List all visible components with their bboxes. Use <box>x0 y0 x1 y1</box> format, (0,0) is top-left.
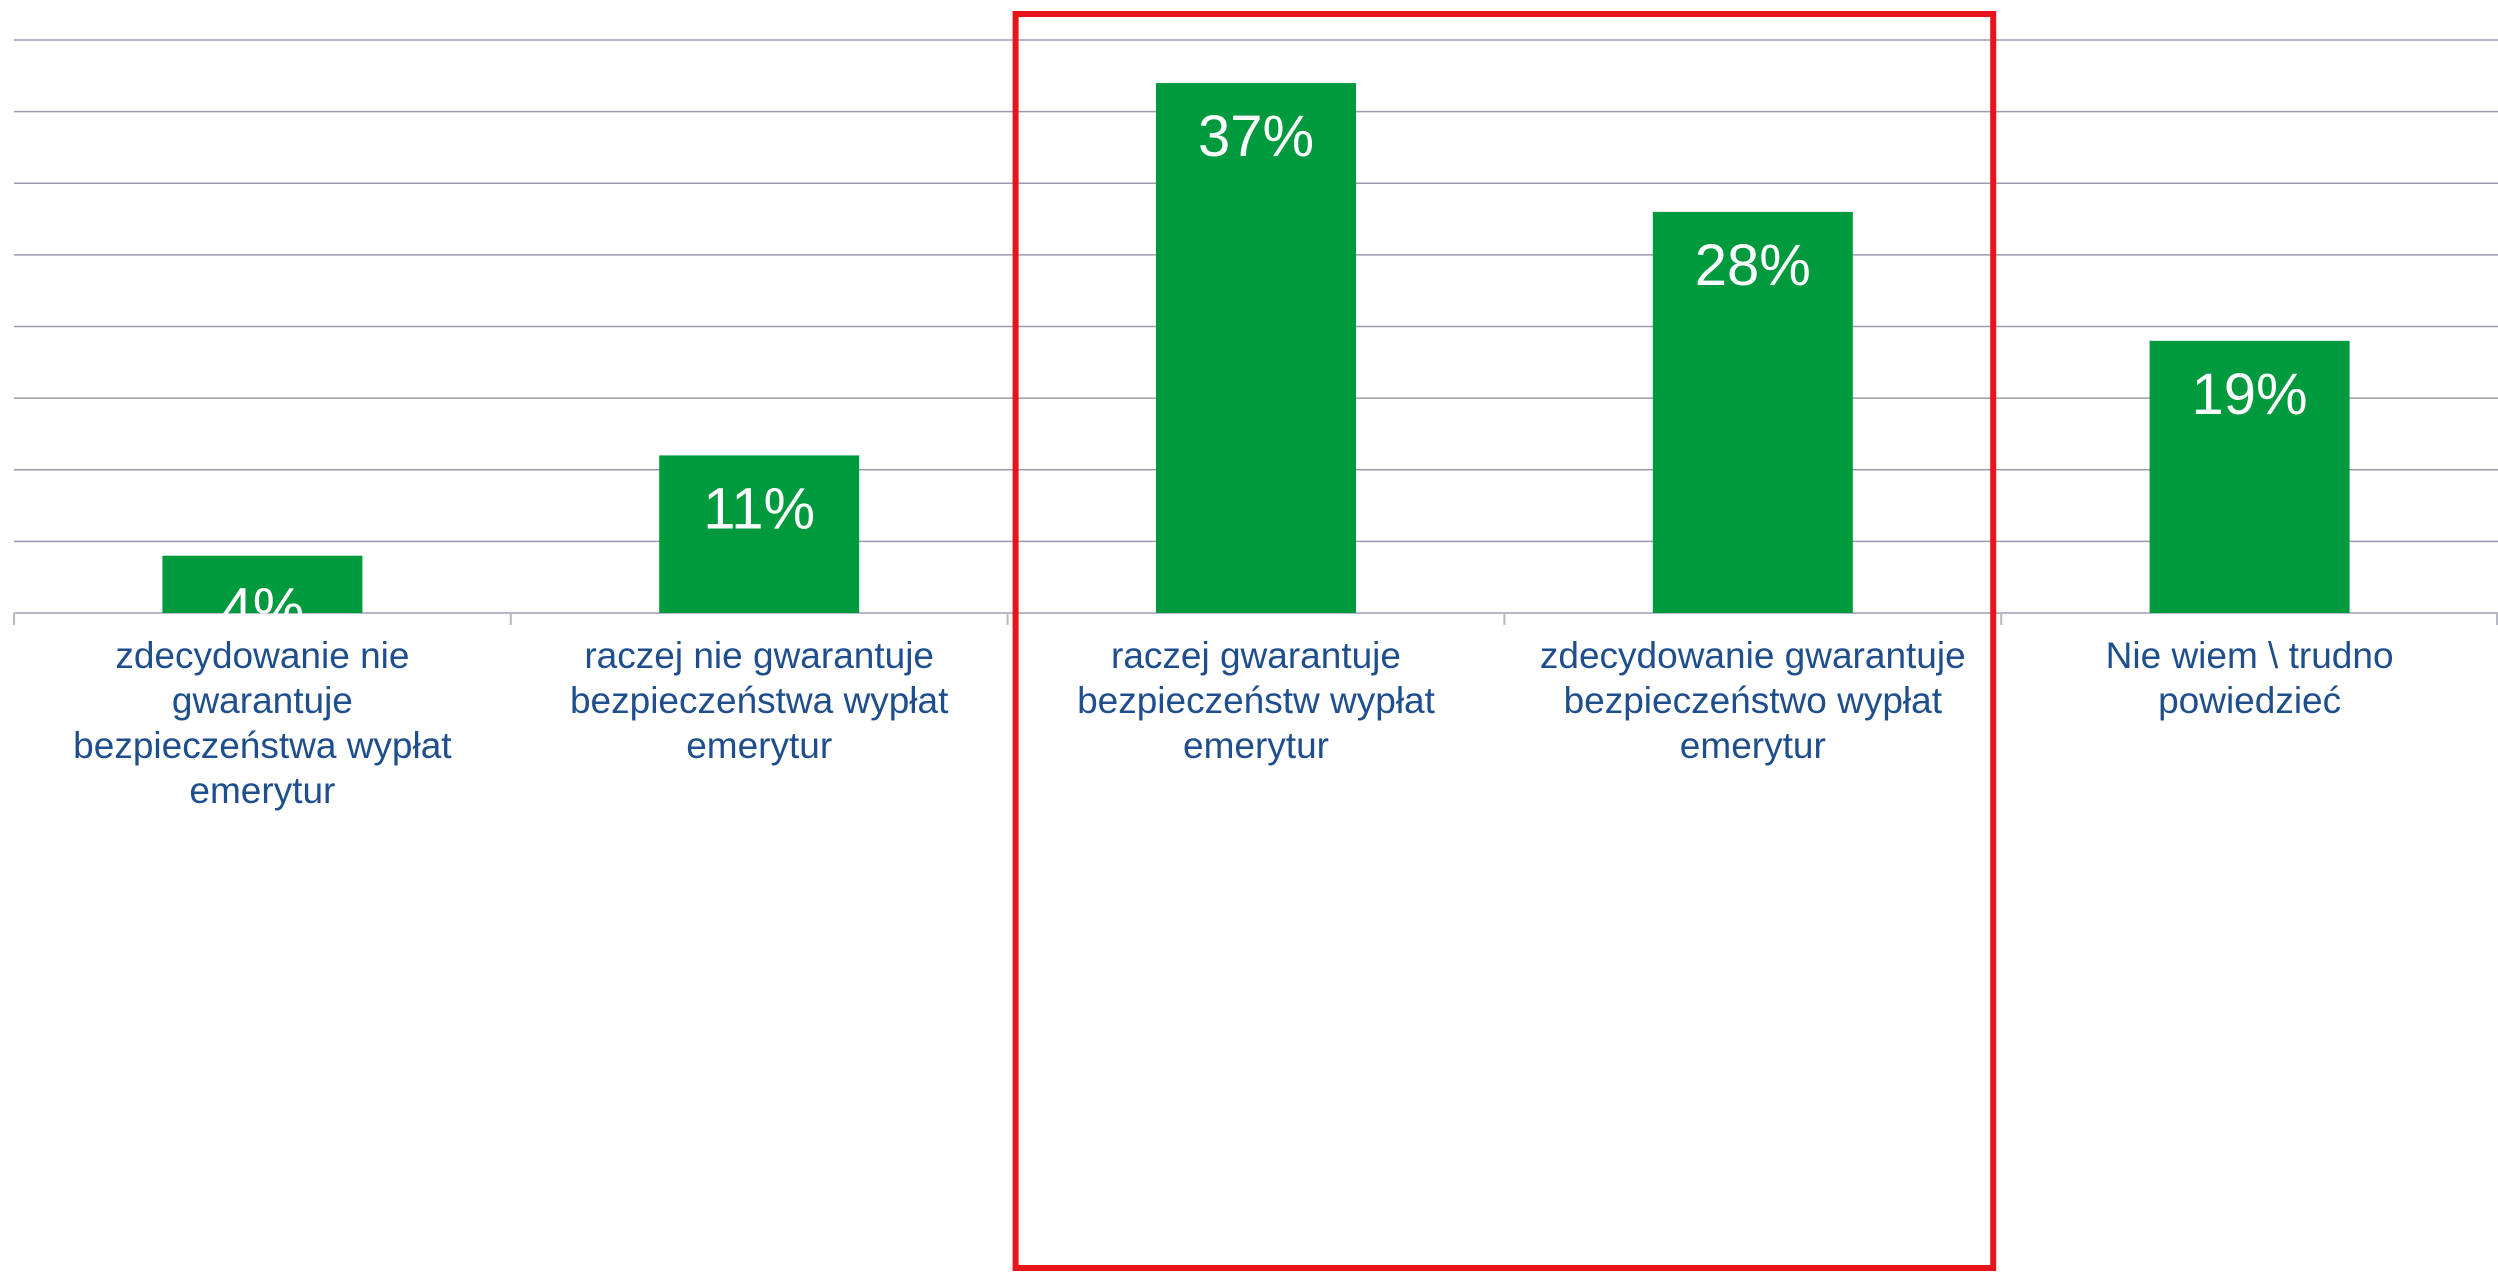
bar-1 <box>162 555 363 613</box>
bar-value-label-1: 4% <box>220 577 304 642</box>
x-tick-label-5: Nie wiem \ trudno powiedzieć <box>2105 635 2394 721</box>
x-tick-label-2: raczej nie gwarantuje bezpieczeństwa wyp… <box>569 635 949 766</box>
x-tick-label-4: zdecydowanie gwarantuje bezpieczeństwo w… <box>1539 635 1966 766</box>
bar-3 <box>1156 82 1356 614</box>
bar-4 <box>1652 211 1853 613</box>
bar-2 <box>659 455 860 613</box>
x-tick-label-3: raczej gwarantuje bezpieczeństw wypłat e… <box>1077 635 1435 766</box>
highlight-box <box>1012 11 1997 1271</box>
bar-5 <box>2149 340 2350 613</box>
bar-value-label-5: 19% <box>2192 362 2308 427</box>
x-tick-label-1: zdecydowanie nie gwarantuje bezpieczeńst… <box>73 635 452 811</box>
bar-value-label-3: 37% <box>1198 104 1314 169</box>
bar-value-label-4: 28% <box>1695 233 1811 298</box>
bar-value-label-2: 11% <box>703 476 815 541</box>
